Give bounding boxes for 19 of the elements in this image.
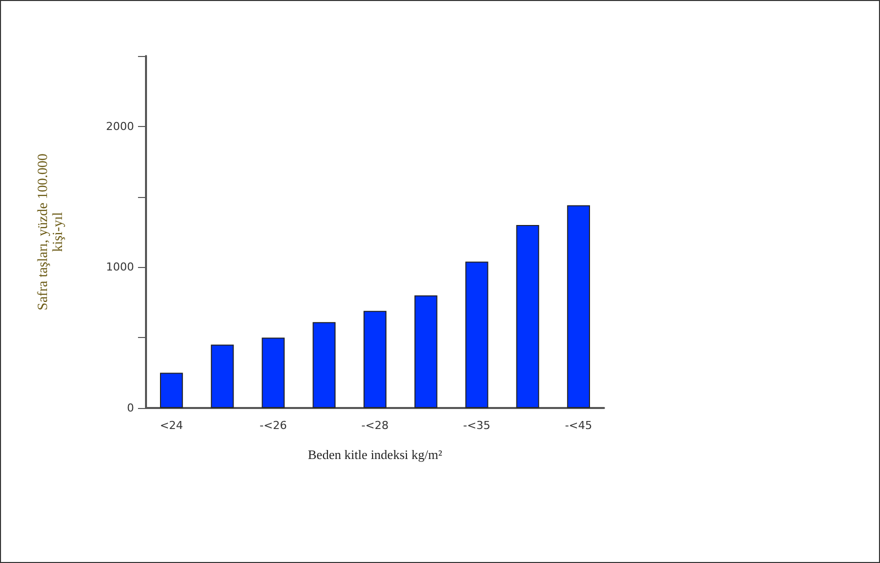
- x-tick-label: -<45: [564, 419, 592, 432]
- bar: [312, 322, 336, 408]
- y-tick-label: 1000: [106, 260, 134, 274]
- x-tick-label: <24: [160, 419, 184, 432]
- x-tick-label: -<28: [361, 419, 389, 432]
- y-tick-label: 2000: [106, 120, 134, 133]
- bar: [160, 372, 183, 408]
- bar: [516, 224, 540, 408]
- x-tick-label: -<35: [463, 419, 490, 432]
- x-axis-title: Beden kitle indeksi kg/m²: [308, 447, 442, 462]
- bar: [414, 295, 438, 408]
- bar: [364, 310, 386, 408]
- bar: [262, 338, 285, 408]
- bar: [567, 205, 590, 408]
- bar: [465, 262, 488, 408]
- y-tick-label: 0: [127, 402, 134, 414]
- bar: [210, 344, 234, 408]
- y-axis-title: Safra taşları, yüzde 100.000 kişi-yıl: [36, 154, 66, 310]
- x-tick-label: -<26: [260, 419, 287, 432]
